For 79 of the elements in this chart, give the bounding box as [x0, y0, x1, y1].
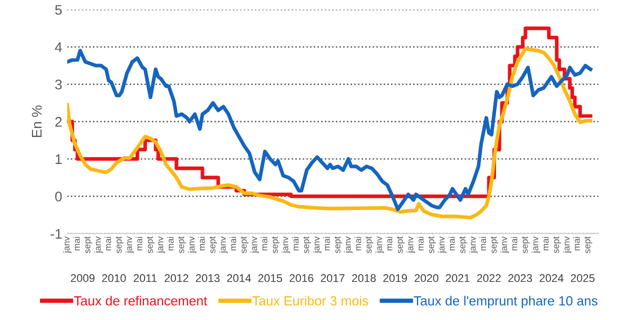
x-tick-label: janv — [156, 236, 166, 254]
legend-label: Taux de refinancement — [74, 296, 208, 306]
x-tick-label: janv — [438, 236, 446, 254]
x-tick-label: janv — [312, 236, 322, 254]
x-tick-label: sept — [209, 236, 218, 254]
legend-label: Taux de l'emprunt phare 10 ans — [414, 296, 598, 308]
x-tick-label: janv — [406, 236, 416, 254]
x-tick-label: sept — [490, 236, 498, 254]
x-tick-label: janv — [344, 236, 353, 254]
legend-label: Taux Euribor 3 mois — [252, 296, 368, 306]
y-tick-label: 2 — [55, 116, 62, 127]
x-tick-label: mai — [510, 236, 518, 250]
x2-tick-label: 2015 — [258, 274, 282, 282]
x-tick-label: sept — [272, 236, 280, 254]
x-tick-label: mai — [417, 236, 424, 250]
x2-tick-label: 2009 — [70, 274, 95, 282]
x2-tick-label: 2011 — [134, 274, 157, 282]
x-tick-label: sept — [428, 236, 436, 254]
x-tick-label: janv — [188, 236, 196, 254]
x-tick-label: mai — [229, 236, 236, 250]
x-tick-label: mai — [573, 236, 580, 250]
x2-tick-label: 2017 — [320, 274, 344, 282]
x-tick-label: janv — [562, 236, 572, 254]
x2-tick-label: 2022 — [477, 274, 501, 282]
x-tick-label: sept — [303, 236, 311, 254]
x-tick-label: janv — [219, 236, 228, 254]
x-tick-label: mai — [104, 236, 112, 250]
y-tick-label: 1 — [56, 154, 62, 164]
x-tick-label: mai — [136, 236, 142, 250]
x-tick-label: sept — [178, 236, 186, 254]
y-tick-label: -1 — [50, 229, 62, 239]
x-tick-label: sept — [396, 236, 405, 254]
x-tick-label: mai — [73, 236, 80, 250]
x-tick-label: janv — [250, 236, 259, 254]
x2-tick-label: 2010 — [102, 274, 126, 282]
x2-tick-label: 2013 — [196, 274, 220, 282]
x-tick-label: janv — [125, 236, 134, 254]
x-tick-label: mai — [479, 236, 486, 250]
x-tick-label: mai — [292, 236, 299, 250]
x-tick-label: sept — [459, 236, 468, 254]
y-tick-label: 0 — [55, 192, 62, 202]
x-tick-label: mai — [198, 236, 205, 250]
x-tick-label: sept — [522, 236, 530, 254]
x-tick-label: mai — [323, 236, 330, 250]
x2-tick-label: 2019 — [383, 274, 407, 282]
x-tick-label: mai — [386, 236, 392, 250]
x-tick-label: sept — [366, 236, 374, 254]
x-tick-label: janv — [500, 236, 509, 254]
y-axis-title: En % — [32, 105, 42, 138]
x-tick-label: mai — [167, 236, 174, 250]
y-tick-label: 3 — [55, 80, 62, 90]
y-tick-label: 5 — [55, 5, 62, 15]
x-tick-label: sept — [84, 236, 92, 254]
y-tick-label: 4 — [54, 42, 62, 52]
x-tick-label: janv — [94, 236, 103, 254]
x-tick-label: janv — [62, 236, 72, 254]
x-tick-label: sept — [240, 236, 248, 254]
x2-tick-label: 2012 — [164, 274, 188, 282]
x-tick-label: mai — [542, 236, 549, 250]
x-tick-label: sept — [146, 236, 155, 254]
x-tick-label: sept — [116, 236, 124, 254]
x-tick-label: sept — [584, 236, 592, 254]
x2-tick-label: 2023 — [508, 274, 532, 282]
x-tick-label: sept — [334, 236, 342, 254]
x-tick-label: janv — [469, 236, 478, 254]
x2-tick-label: 2021 — [446, 274, 470, 282]
x2-tick-label: 2020 — [414, 274, 438, 282]
x2-tick-label: 2014 — [227, 274, 251, 282]
x2-tick-label: 2024 — [540, 274, 564, 282]
x-tick-label: janv — [375, 236, 384, 254]
x2-tick-label: 2016 — [290, 274, 314, 282]
x2-tick-label: 2025 — [570, 274, 595, 282]
x-tick-label: sept — [553, 236, 561, 254]
x-tick-label: mai — [354, 236, 362, 250]
x-tick-label: mai — [260, 236, 268, 250]
x-tick-label: janv — [282, 236, 290, 254]
x-tick-label: mai — [448, 236, 455, 250]
x2-tick-label: 2018 — [352, 274, 376, 282]
x-tick-label: janv — [532, 236, 540, 254]
